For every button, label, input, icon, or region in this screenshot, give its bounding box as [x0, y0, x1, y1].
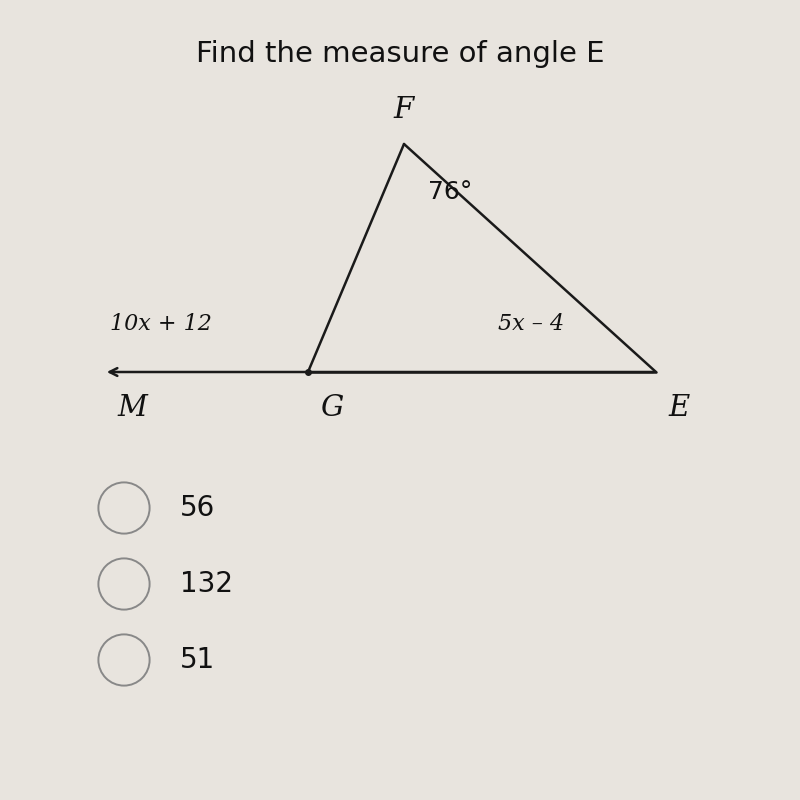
Text: M: M [117, 394, 147, 422]
Text: 51: 51 [180, 646, 215, 674]
Text: 76°: 76° [428, 180, 472, 204]
Circle shape [98, 482, 150, 534]
Circle shape [98, 634, 150, 686]
Text: 56: 56 [180, 494, 215, 522]
Text: E: E [668, 394, 690, 422]
Text: 5x – 4: 5x – 4 [498, 313, 564, 335]
Text: 132: 132 [180, 570, 233, 598]
Text: Find the measure of angle E: Find the measure of angle E [196, 40, 604, 68]
Text: G: G [320, 394, 343, 422]
Text: F: F [394, 96, 414, 124]
Text: 10x + 12: 10x + 12 [110, 313, 212, 335]
Circle shape [98, 558, 150, 610]
